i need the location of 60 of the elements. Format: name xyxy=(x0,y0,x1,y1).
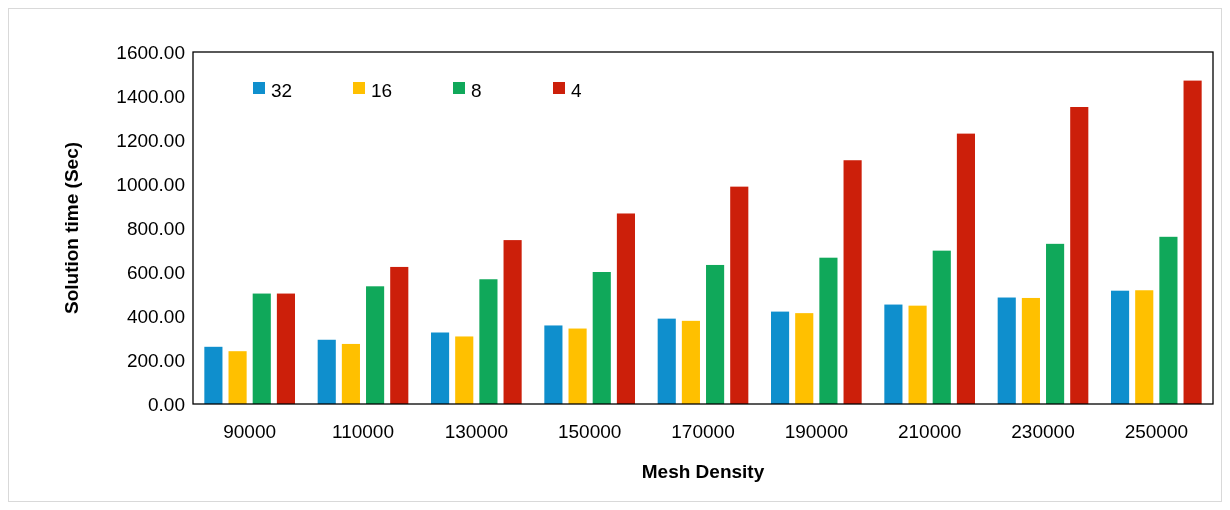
y-tick-label: 1400.00 xyxy=(116,85,185,107)
bar xyxy=(1021,297,1040,404)
bar xyxy=(1070,107,1089,404)
legend-label: 16 xyxy=(371,79,393,101)
x-tick-label: 170000 xyxy=(671,421,735,442)
bar xyxy=(544,325,563,404)
x-tick-label: 90000 xyxy=(223,421,277,442)
x-tick-label: 210000 xyxy=(897,421,962,442)
bar xyxy=(730,186,749,404)
x-tick-label: 230000 xyxy=(1011,421,1075,442)
bar xyxy=(819,257,838,404)
bar xyxy=(956,133,975,404)
legend-label: 32 xyxy=(271,79,293,101)
bar xyxy=(503,240,522,404)
y-tick-label: 400.00 xyxy=(126,305,185,327)
bar xyxy=(568,328,587,404)
bar xyxy=(1046,243,1065,404)
bar xyxy=(657,318,676,404)
y-axis-title: Solution time (Sec) xyxy=(61,141,82,315)
bar xyxy=(908,305,927,404)
bar xyxy=(390,266,409,404)
bar xyxy=(616,213,635,404)
bar xyxy=(795,313,814,404)
bar xyxy=(843,160,862,404)
x-tick-label: 110000 xyxy=(332,421,394,442)
x-tick-label: 190000 xyxy=(784,421,849,442)
bar xyxy=(932,250,951,404)
bar xyxy=(276,293,295,404)
legend-label: 8 xyxy=(471,79,482,101)
y-tick-label: 0.00 xyxy=(148,393,185,415)
y-tick-label: 1000.00 xyxy=(116,173,185,195)
y-tick-label: 200.00 xyxy=(126,349,185,371)
bar xyxy=(431,332,450,404)
bar xyxy=(771,311,790,404)
bar xyxy=(204,346,223,404)
y-tick-label: 1600.00 xyxy=(116,41,185,63)
y-tick-label: 800.00 xyxy=(126,217,185,239)
bar xyxy=(1111,290,1130,404)
y-tick-label: 1200.00 xyxy=(116,129,185,151)
bar xyxy=(592,272,611,404)
bar xyxy=(317,339,336,404)
bar xyxy=(681,320,700,404)
y-tick-label: 600.00 xyxy=(126,261,185,283)
x-tick-label: 130000 xyxy=(444,421,509,442)
bar xyxy=(228,351,247,404)
bar xyxy=(366,286,385,404)
bar xyxy=(341,343,360,404)
bar xyxy=(252,293,271,404)
x-axis-title: Mesh Density xyxy=(641,461,765,482)
bar xyxy=(997,297,1016,404)
bar xyxy=(479,279,498,404)
bar xyxy=(706,264,725,404)
bar xyxy=(1183,80,1202,404)
x-tick-label: 250000 xyxy=(1124,421,1189,442)
bar xyxy=(884,304,903,404)
bar xyxy=(455,336,474,404)
legend-label: 4 xyxy=(571,79,582,101)
bar xyxy=(1159,236,1178,404)
x-tick-label: 150000 xyxy=(557,421,622,442)
bar xyxy=(1135,290,1154,404)
